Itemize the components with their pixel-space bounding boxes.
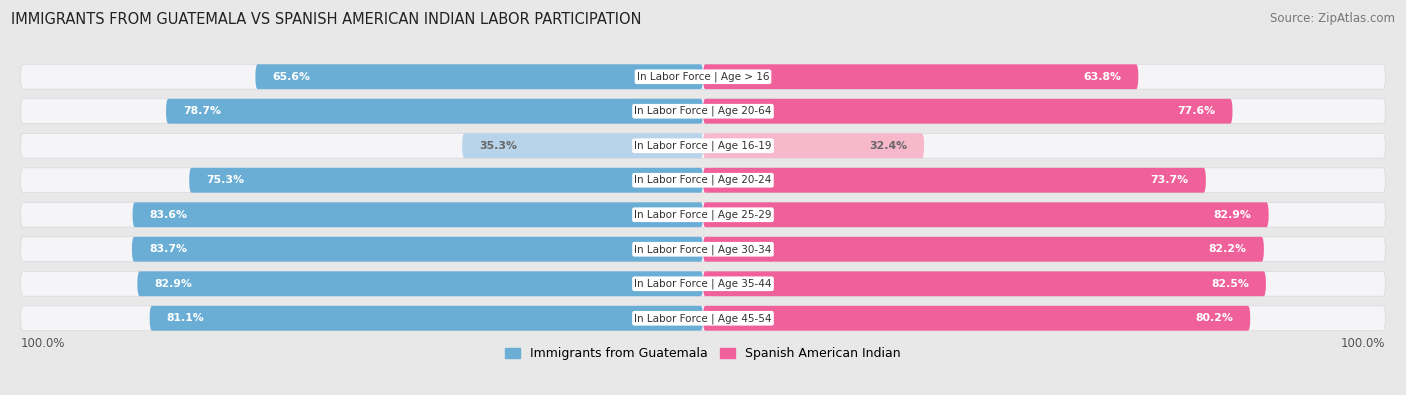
Text: In Labor Force | Age > 16: In Labor Force | Age > 16 [637, 71, 769, 82]
Text: 82.5%: 82.5% [1211, 279, 1249, 289]
FancyBboxPatch shape [21, 237, 1385, 261]
FancyBboxPatch shape [21, 134, 1385, 158]
Text: 63.8%: 63.8% [1083, 72, 1121, 82]
Text: 100.0%: 100.0% [21, 337, 65, 350]
Text: 78.7%: 78.7% [183, 106, 221, 116]
Text: In Labor Force | Age 20-24: In Labor Force | Age 20-24 [634, 175, 772, 186]
Text: Source: ZipAtlas.com: Source: ZipAtlas.com [1270, 12, 1395, 25]
FancyBboxPatch shape [703, 168, 1206, 193]
FancyBboxPatch shape [21, 306, 1385, 331]
FancyBboxPatch shape [463, 134, 703, 158]
FancyBboxPatch shape [256, 64, 703, 89]
Text: 73.7%: 73.7% [1150, 175, 1189, 185]
Text: 77.6%: 77.6% [1177, 106, 1215, 116]
Text: 83.6%: 83.6% [149, 210, 187, 220]
Text: In Labor Force | Age 30-34: In Labor Force | Age 30-34 [634, 244, 772, 254]
FancyBboxPatch shape [703, 271, 1265, 296]
FancyBboxPatch shape [190, 168, 703, 193]
Text: 80.2%: 80.2% [1195, 313, 1233, 323]
Text: 82.9%: 82.9% [1213, 210, 1251, 220]
Text: In Labor Force | Age 25-29: In Labor Force | Age 25-29 [634, 209, 772, 220]
Text: 82.9%: 82.9% [155, 279, 193, 289]
Text: 100.0%: 100.0% [1341, 337, 1385, 350]
FancyBboxPatch shape [21, 202, 1385, 227]
FancyBboxPatch shape [703, 64, 1139, 89]
FancyBboxPatch shape [132, 237, 703, 261]
Text: 82.2%: 82.2% [1209, 244, 1247, 254]
FancyBboxPatch shape [703, 237, 1264, 261]
FancyBboxPatch shape [132, 202, 703, 227]
FancyBboxPatch shape [703, 99, 1233, 124]
Text: In Labor Force | Age 16-19: In Labor Force | Age 16-19 [634, 141, 772, 151]
Text: In Labor Force | Age 45-54: In Labor Force | Age 45-54 [634, 313, 772, 324]
Text: In Labor Force | Age 35-44: In Labor Force | Age 35-44 [634, 278, 772, 289]
FancyBboxPatch shape [21, 271, 1385, 296]
FancyBboxPatch shape [703, 134, 924, 158]
Text: 81.1%: 81.1% [167, 313, 204, 323]
FancyBboxPatch shape [21, 168, 1385, 193]
Text: 75.3%: 75.3% [207, 175, 245, 185]
Text: 35.3%: 35.3% [479, 141, 517, 151]
Text: IMMIGRANTS FROM GUATEMALA VS SPANISH AMERICAN INDIAN LABOR PARTICIPATION: IMMIGRANTS FROM GUATEMALA VS SPANISH AME… [11, 12, 641, 27]
Text: 65.6%: 65.6% [273, 72, 311, 82]
FancyBboxPatch shape [166, 99, 703, 124]
FancyBboxPatch shape [138, 271, 703, 296]
Text: 83.7%: 83.7% [149, 244, 187, 254]
Text: In Labor Force | Age 20-64: In Labor Force | Age 20-64 [634, 106, 772, 117]
FancyBboxPatch shape [21, 64, 1385, 89]
Text: 32.4%: 32.4% [869, 141, 907, 151]
FancyBboxPatch shape [149, 306, 703, 331]
FancyBboxPatch shape [21, 99, 1385, 124]
Legend: Immigrants from Guatemala, Spanish American Indian: Immigrants from Guatemala, Spanish Ameri… [501, 342, 905, 365]
FancyBboxPatch shape [703, 306, 1250, 331]
FancyBboxPatch shape [703, 202, 1268, 227]
